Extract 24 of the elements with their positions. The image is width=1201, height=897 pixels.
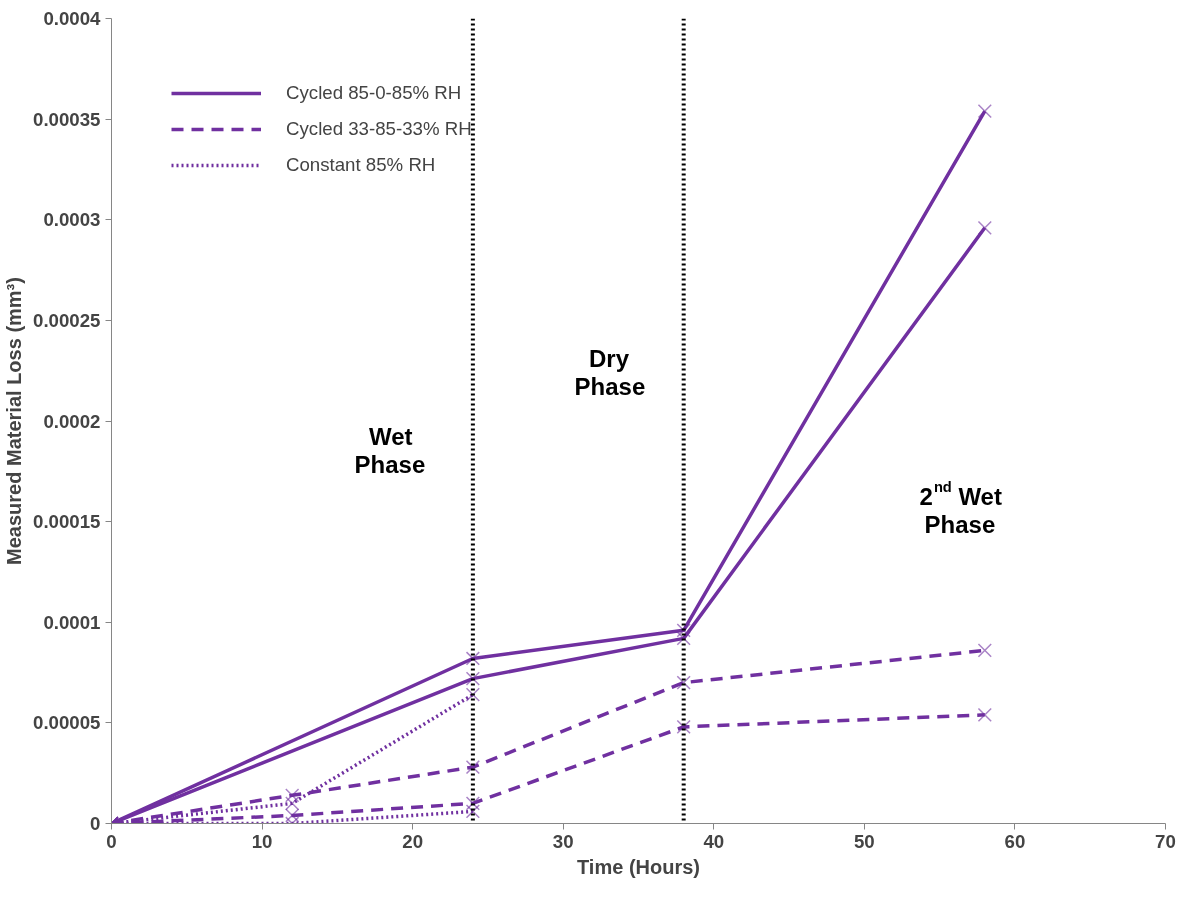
legend-label: Cycled 85-0-85% RH (286, 82, 462, 104)
x-tick-label: 50 (853, 830, 875, 852)
x-tick-label: 70 (1155, 830, 1176, 852)
legend-label: Cycled 33-85-33% RH (286, 118, 472, 140)
y-tick-label: 0.0004 (43, 8, 102, 29)
y-tick-label: 0 (90, 813, 101, 834)
y-tick-label: 0.0001 (43, 611, 101, 633)
y-tick-label: 0.00035 (33, 108, 101, 130)
annotation: Dry Phase (574, 344, 646, 401)
y-tick-label: 0.00025 (33, 309, 101, 331)
x-tick-label: 0 (106, 830, 117, 852)
y-tick-label: 0.0002 (43, 410, 101, 432)
x-tick-label: 30 (552, 830, 574, 852)
x-tick-label: 40 (703, 830, 725, 852)
x-axis-title: Time (Hours) (577, 855, 700, 878)
x-tick-label: 10 (251, 830, 273, 852)
legend-label: Constant 85% RH (286, 154, 436, 176)
y-tick-label: 0.00005 (33, 712, 101, 734)
y-tick-label: 0.00015 (33, 511, 101, 533)
x-tick-label: 20 (402, 830, 424, 852)
y-axis-title: Measured Material Loss (mm³) (3, 277, 26, 565)
x-tick-label: 60 (1004, 830, 1026, 852)
y-tick-label: 0.0003 (43, 209, 101, 231)
annotation: Wet Phase (354, 422, 426, 479)
